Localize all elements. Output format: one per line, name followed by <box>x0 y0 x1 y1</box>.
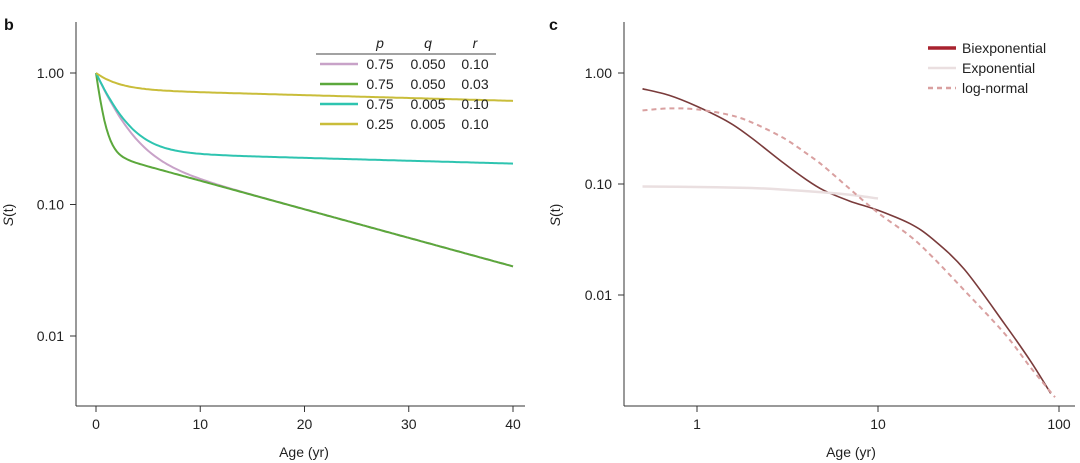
panel-b-series-line-3 <box>95 72 514 165</box>
panel-b-legend-value: 0.25 <box>366 116 393 132</box>
panel-b-x-tick-label: 40 <box>505 416 521 432</box>
panel-c-series-line-biexponential <box>642 88 1052 394</box>
panel-b-x-tick-label: 20 <box>297 416 313 432</box>
panel-b-legend-value: 0.03 <box>461 76 488 92</box>
panel-b-legend-column-header: r <box>473 35 479 51</box>
panel-b-y-tick-label: 0.10 <box>37 197 64 213</box>
panel-b-legend-value: 0.050 <box>410 56 445 72</box>
panel-c-y-tick-label: 1.00 <box>585 65 612 81</box>
panel-b-legend-value: 0.75 <box>366 76 393 92</box>
panel-b-y-tick-label: 0.01 <box>37 328 64 344</box>
panel-c-legend: Biexponential Exponential log-normal <box>928 40 1046 96</box>
panel-c-legend-label: Exponential <box>962 60 1035 76</box>
panel-b-x-axis-label: Age (yr) <box>279 444 329 460</box>
panel-b-legend-value: 0.10 <box>461 96 488 112</box>
panel-b-series-line-4 <box>95 72 514 102</box>
panel-c-plot-area: 1 10 100 1.00 0.10 0.01 <box>585 22 1075 432</box>
panel-b-legend-value: 0.75 <box>366 96 393 112</box>
panel-c-legend-label: Biexponential <box>962 40 1046 56</box>
panel-b-legend-value: 0.005 <box>410 96 445 112</box>
panel-b-series-line-2 <box>95 72 514 268</box>
panel-c-legend-label: log-normal <box>962 80 1028 96</box>
panel-c-y-axis-label: S(t) <box>547 204 563 227</box>
panel-c: c 1 10 100 1.00 0.10 0.01 Biexponential Expone… <box>547 17 1075 460</box>
panel-c-x-tick-label: 10 <box>870 416 886 432</box>
panel-b-y-tick-label: 1.00 <box>37 65 64 81</box>
panel-b-legend-value: 0.10 <box>461 56 488 72</box>
panel-b-legend-value: 0.75 <box>366 56 393 72</box>
panel-b-legend-value: 0.050 <box>410 76 445 92</box>
panel-letter-c: c <box>549 17 558 34</box>
panel-b: b 0 10 20 30 40 1.00 0.10 0.01 p q r 0.75 0.050 0.10… <box>0 17 525 460</box>
panel-letter-b: b <box>4 17 14 34</box>
panel-b-x-tick-label: 30 <box>401 416 417 432</box>
panel-b-x-tick-label: 10 <box>192 416 208 432</box>
panel-c-x-tick-label: 100 <box>1047 416 1071 432</box>
panel-b-legend: p q r 0.75 0.050 0.10 0.75 0.050 0.03 0.75 0.005 0.… <box>316 35 496 132</box>
panel-b-legend-column-header: p <box>375 35 384 51</box>
panel-c-y-tick-label: 0.01 <box>585 287 612 303</box>
panel-b-legend-value: 0.10 <box>461 116 488 132</box>
panel-c-x-tick-label: 1 <box>693 416 701 432</box>
panel-b-legend-value: 0.005 <box>410 116 445 132</box>
panel-c-x-axis-label: Age (yr) <box>826 444 876 460</box>
panel-b-y-axis-label: S(t) <box>0 204 16 227</box>
panel-b-legend-column-header: q <box>424 35 432 51</box>
panel-c-series-line-exponential <box>642 185 879 200</box>
panel-c-y-tick-label: 0.10 <box>585 176 612 192</box>
panel-c-series-line-log-normal <box>642 107 1056 398</box>
panel-b-plot-area: 0 10 20 30 40 1.00 0.10 0.01 <box>37 22 525 432</box>
panel-b-x-tick-label: 0 <box>92 416 100 432</box>
